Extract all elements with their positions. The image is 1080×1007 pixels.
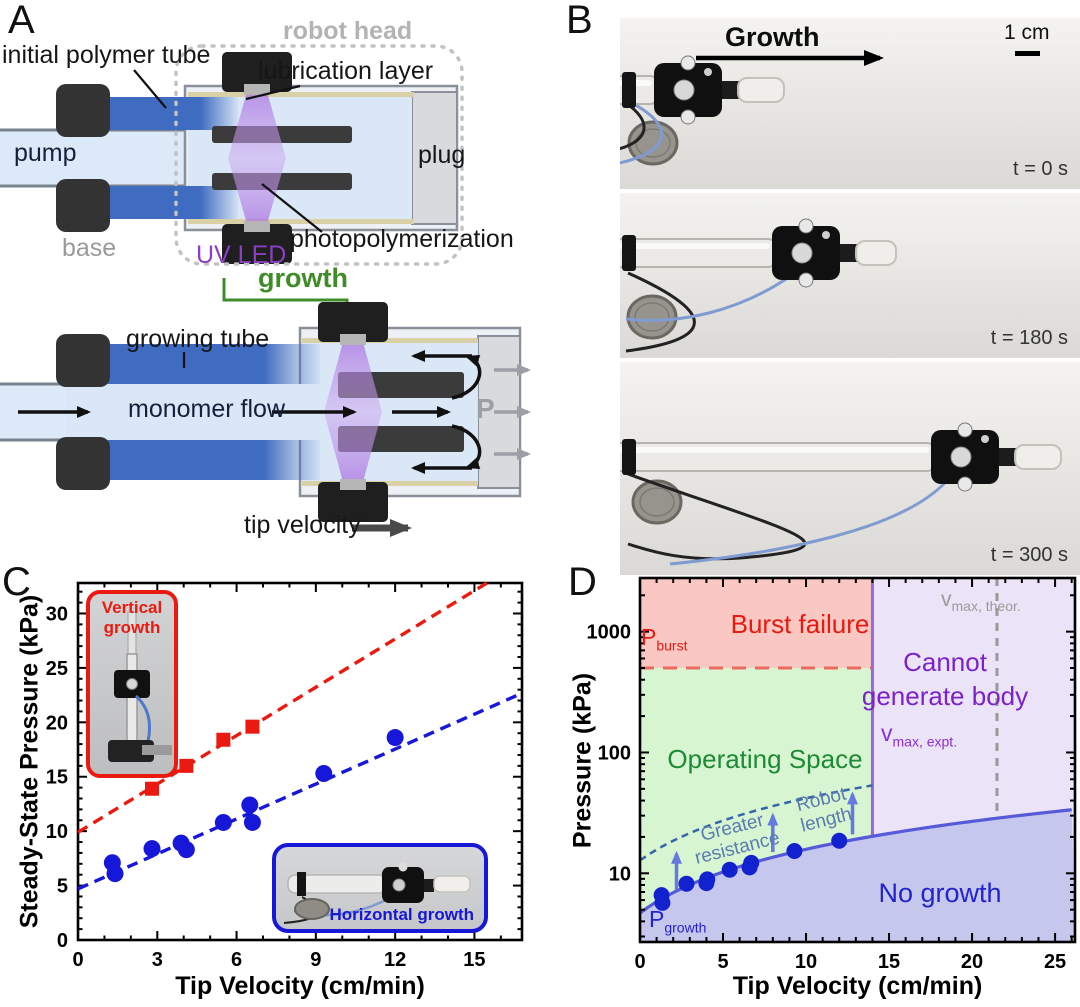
svg-text:9: 9 bbox=[310, 949, 321, 971]
scale-bar bbox=[1015, 51, 1040, 56]
base-label: base bbox=[62, 234, 117, 262]
photo-t0 bbox=[620, 18, 1080, 189]
svg-text:0: 0 bbox=[634, 951, 645, 973]
timestamp-t300: t = 300 s bbox=[990, 544, 1068, 566]
photopolymerization-label: photopolymerization bbox=[290, 225, 514, 253]
svg-text:20: 20 bbox=[961, 951, 983, 973]
vertical-growth-inset: Vertical growth bbox=[86, 590, 178, 778]
scale-bar-label: 1 cm bbox=[1004, 21, 1050, 44]
svg-text:10: 10 bbox=[46, 821, 68, 843]
svg-text:12: 12 bbox=[384, 949, 406, 971]
p-growth-label: Pgrowth bbox=[649, 906, 707, 936]
p-burst-label: Pburst bbox=[641, 624, 688, 654]
svg-text:3: 3 bbox=[152, 949, 163, 971]
svg-text:6: 6 bbox=[231, 949, 242, 971]
pump-label: pump bbox=[14, 139, 77, 167]
svg-text:5: 5 bbox=[717, 951, 728, 973]
d-y-axis-title: Pressure (kPa) bbox=[568, 672, 597, 849]
svg-text:5: 5 bbox=[57, 876, 68, 898]
growing-tube-label: growing tube bbox=[126, 325, 270, 353]
v-max-theor-label: vmax, theor. bbox=[941, 588, 1021, 615]
photo-t300 bbox=[620, 362, 1080, 575]
svg-text:100: 100 bbox=[598, 742, 631, 764]
tip-velocity-label: tip velocity bbox=[244, 511, 361, 539]
horizontal-growth-inset: Horizontal growth bbox=[272, 843, 488, 933]
initial-polymer-tube-label: initial polymer tube bbox=[2, 41, 211, 69]
svg-text:10: 10 bbox=[795, 951, 817, 973]
svg-text:20: 20 bbox=[46, 712, 68, 734]
timestamp-t0: t = 0 s bbox=[1012, 158, 1068, 180]
vertical-growth-photo bbox=[108, 611, 172, 762]
pressure-label: P bbox=[476, 393, 495, 424]
pressure-velocity-scatter: 0 3 6 9 12 15 0 5 10 15 20 25 30 bbox=[46, 581, 524, 971]
c-y-axis-title: Steady-State Pressure (kPa) bbox=[15, 594, 44, 929]
panel-c-pressure-chart: C 0 3 6 9 12 15 0 5 10 15 20 25 30 Steady-State Pres… bbox=[0, 560, 545, 1007]
photo-frame-t0: Growth 1 cm t = 0 s bbox=[620, 18, 1080, 189]
burst-failure-region-label: Burst failure bbox=[730, 609, 870, 639]
svg-text:0: 0 bbox=[57, 930, 68, 952]
panel-c-letter: C bbox=[2, 560, 31, 604]
horizontal-growth-inset-label: Horizontal growth bbox=[329, 905, 474, 925]
growth-label: growth bbox=[258, 263, 348, 293]
svg-text:15: 15 bbox=[878, 951, 900, 973]
lubrication-layer-label: lubrication layer bbox=[258, 57, 434, 85]
no-growth-region-label: No growth bbox=[878, 878, 1002, 908]
panel-d-phase-diagram: D 0 5 10 15 20 25 10 100 1000 Pressure (kPa) Tip… bbox=[545, 560, 1080, 1007]
svg-text:25: 25 bbox=[1044, 951, 1066, 973]
panel-b-photos: B Growth 1 cm t = 0 s t = 180 s t = 300 … bbox=[545, 0, 1080, 578]
svg-text:15: 15 bbox=[46, 767, 68, 789]
d-x-axis-title: Tip Velocity (cm/min) bbox=[732, 972, 983, 1000]
operating-space-diagram: 0 5 10 15 20 25 10 100 1000 bbox=[587, 576, 1077, 973]
growth-direction-label: Growth bbox=[725, 22, 820, 52]
svg-text:15: 15 bbox=[463, 949, 485, 971]
panel-a-letter: A bbox=[8, 0, 35, 42]
panel-a-schematic: A bbox=[0, 0, 545, 560]
svg-text:10: 10 bbox=[609, 863, 631, 885]
schematic-drawing bbox=[0, 44, 531, 537]
robot-head-label: robot head bbox=[283, 17, 413, 45]
vertical-growth-inset-label: Vertical growth bbox=[101, 598, 163, 637]
panel-b-letter: B bbox=[566, 0, 593, 42]
c-x-axis-title: Tip Velocity (cm/min) bbox=[175, 972, 425, 1000]
plug-label: plug bbox=[418, 141, 466, 169]
horizontal-growth-photo bbox=[283, 862, 471, 924]
uv-led-label: UV LED bbox=[196, 241, 287, 269]
timestamp-t180: t = 180 s bbox=[990, 327, 1068, 349]
v-max-expt-label: vmax, expt. bbox=[881, 720, 958, 750]
photo-frame-t300: t = 300 s bbox=[620, 362, 1080, 575]
operating-space-region-label: Operating Space bbox=[667, 744, 863, 774]
cannot-generate-body-region-label: Cannot generate body bbox=[861, 647, 1029, 711]
svg-text:0: 0 bbox=[72, 949, 83, 971]
photo-t180 bbox=[620, 193, 1080, 358]
panel-d-letter: D bbox=[568, 560, 597, 604]
svg-text:1000: 1000 bbox=[587, 622, 632, 644]
photo-frame-t180: t = 180 s bbox=[620, 193, 1080, 358]
svg-text:25: 25 bbox=[46, 658, 68, 680]
monomer-flow-label: monomer flow bbox=[128, 395, 285, 423]
svg-text:30: 30 bbox=[46, 603, 68, 625]
